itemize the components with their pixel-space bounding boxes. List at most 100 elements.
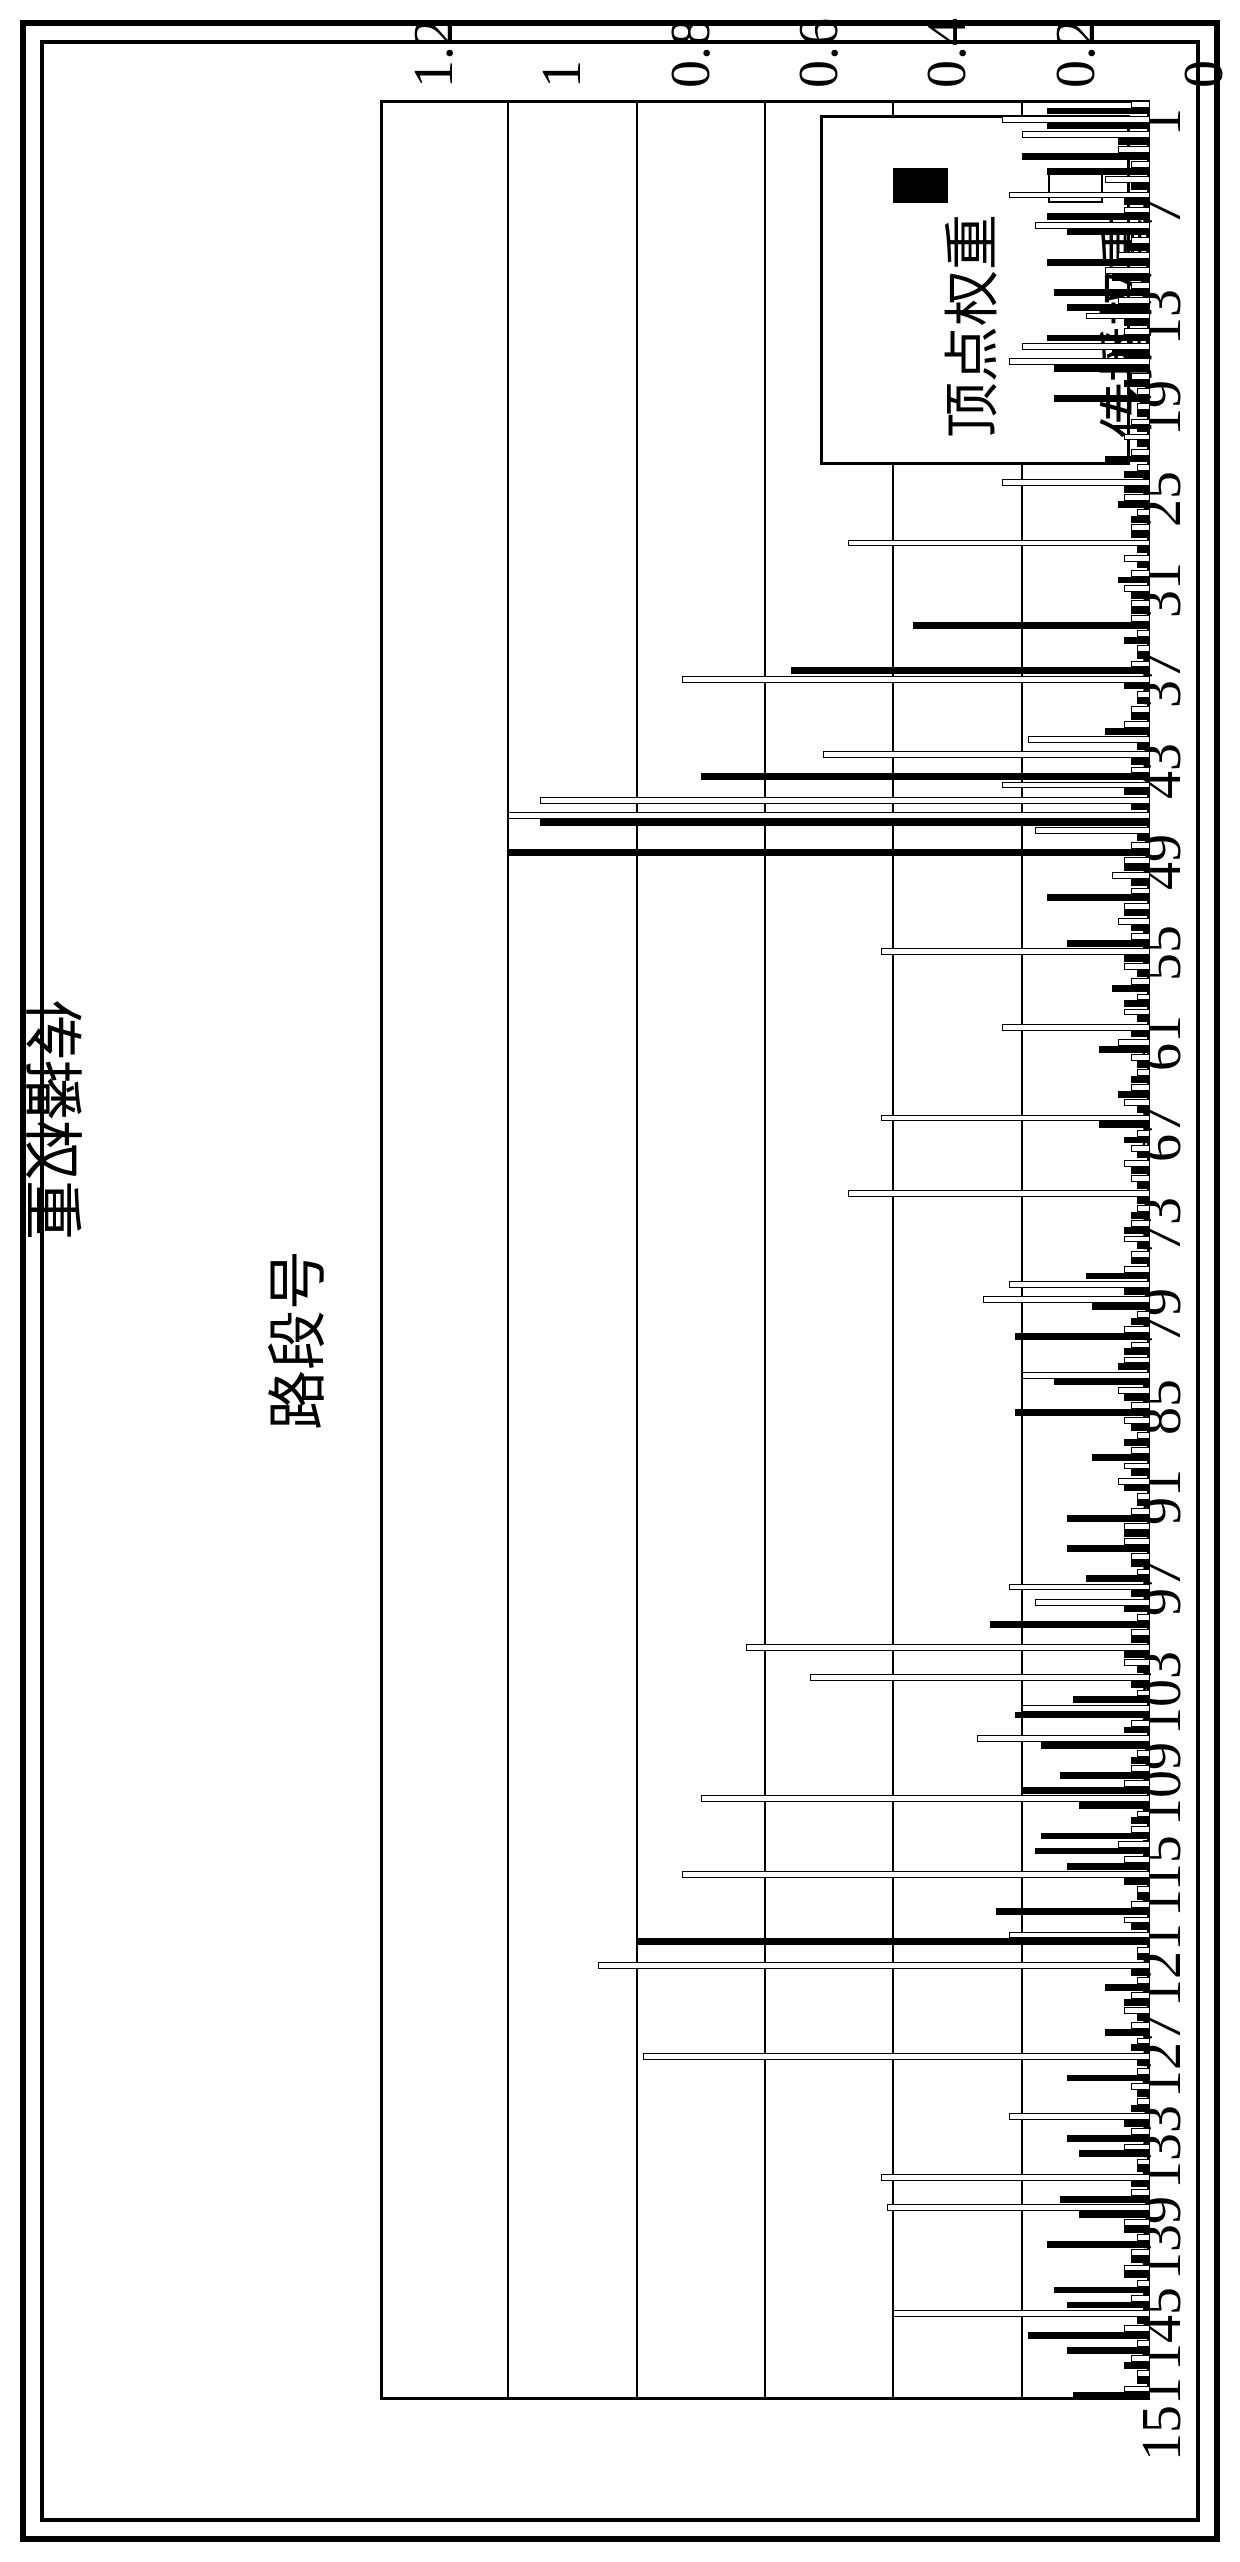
bar-propagation — [1137, 994, 1150, 1001]
bar-vertex — [1124, 683, 1150, 690]
bar-propagation — [1124, 2007, 1150, 2014]
bar-vertex — [1124, 1999, 1150, 2006]
bar-propagation — [1131, 2295, 1150, 2302]
bar-vertex — [1124, 1348, 1150, 1355]
bar-propagation — [1137, 464, 1150, 471]
bar-vertex — [1131, 1923, 1150, 1930]
bar-vertex — [1099, 1121, 1150, 1128]
bar-vertex — [1124, 1288, 1150, 1295]
bar-propagation — [1131, 600, 1150, 607]
bar-propagation — [1137, 645, 1150, 652]
bar-vertex — [1067, 2075, 1150, 2082]
legend-swatch-vertex — [893, 168, 948, 203]
bar-vertex — [1137, 834, 1150, 841]
bar-propagation — [598, 1962, 1150, 1969]
bar-propagation — [977, 1735, 1150, 1742]
bar-vertex — [1028, 2332, 1150, 2339]
bar-vertex — [996, 1908, 1150, 1915]
bar-vertex — [1124, 1439, 1150, 1446]
bar-propagation — [1137, 630, 1150, 637]
bar-vertex — [1124, 910, 1150, 917]
bar-vertex — [1067, 2347, 1150, 2354]
bar-vertex — [1137, 1242, 1150, 1249]
bar-vertex — [1015, 1333, 1150, 1340]
bar-propagation — [1137, 1205, 1150, 1212]
bar-propagation — [1131, 570, 1150, 577]
bar-vertex — [1073, 1696, 1150, 1703]
bar-propagation — [1124, 555, 1150, 562]
bar-vertex — [1137, 562, 1150, 569]
bar-propagation — [1131, 373, 1150, 380]
bar-propagation — [1137, 2159, 1150, 2166]
bar-vertex — [1131, 2044, 1150, 2051]
bar-propagation — [1131, 1054, 1150, 1061]
bar-vertex — [1137, 652, 1150, 659]
bar-vertex — [1092, 1454, 1150, 1461]
bar-vertex — [1054, 289, 1150, 296]
bar-vertex — [1131, 1424, 1150, 1431]
bar-vertex — [1079, 1802, 1150, 1809]
bar-propagation — [1137, 2068, 1150, 2075]
bar-vertex — [1137, 2060, 1150, 2067]
y-tick-label: 1 — [530, 60, 594, 88]
bar-vertex — [1137, 743, 1150, 750]
bar-propagation — [1137, 2098, 1150, 2105]
bar-propagation — [1137, 1311, 1150, 1318]
bar-vertex — [1124, 1485, 1150, 1492]
bar-propagation — [1124, 1357, 1150, 1364]
bar-vertex — [1105, 456, 1150, 463]
y-tick-label: 0.6 — [787, 18, 851, 88]
bar-vertex — [1118, 501, 1150, 508]
bar-vertex — [1047, 894, 1150, 901]
bar-vertex — [1041, 1833, 1150, 1840]
bar-vertex — [1124, 788, 1150, 795]
bar-vertex — [1047, 213, 1150, 220]
bar-vertex — [1131, 758, 1150, 765]
bar-propagation — [1124, 585, 1150, 592]
bar-vertex — [1124, 864, 1150, 871]
bar-vertex — [1060, 2196, 1150, 2203]
bar-propagation — [1035, 1599, 1151, 1606]
bar-vertex — [1054, 365, 1150, 372]
bar-propagation — [1131, 2189, 1150, 2196]
bar-vertex — [1073, 2392, 1150, 2399]
bar-vertex — [1047, 123, 1150, 130]
bar-vertex — [1137, 425, 1150, 432]
bar-vertex — [1137, 410, 1150, 417]
bar-propagation — [701, 1795, 1150, 1802]
bar-propagation — [1124, 1099, 1150, 1106]
bar-propagation — [1131, 706, 1150, 713]
bar-propagation — [1022, 343, 1150, 350]
bar-propagation — [1137, 1432, 1150, 1439]
bar-vertex — [1131, 1757, 1150, 1764]
bar-propagation — [1105, 267, 1150, 274]
bar-vertex — [1137, 1015, 1150, 1022]
bar-vertex — [1131, 1212, 1150, 1219]
bar-propagation — [1137, 1811, 1150, 1818]
bar-vertex — [1022, 1787, 1150, 1794]
bar-propagation — [1002, 479, 1150, 486]
bar-propagation — [746, 1644, 1150, 1651]
bar-propagation — [1137, 1886, 1150, 1893]
bar-vertex — [1047, 2241, 1150, 2248]
bar-propagation — [1137, 1977, 1150, 1984]
bar-vertex — [1124, 486, 1150, 493]
bar-vertex — [1124, 1000, 1150, 1007]
bar-propagation — [1137, 1750, 1150, 1757]
bar-propagation — [1124, 328, 1150, 335]
bar-propagation — [1131, 1447, 1150, 1454]
bar-propagation — [1137, 2370, 1150, 2377]
bar-propagation — [1131, 2249, 1150, 2256]
bar-propagation — [1124, 1463, 1150, 1470]
bar-propagation — [1124, 2325, 1150, 2332]
bar-vertex — [1131, 1031, 1150, 1038]
bar-propagation — [1137, 509, 1150, 516]
bar-vertex — [1067, 229, 1150, 236]
bar-vertex — [1131, 2181, 1150, 2188]
bar-propagation — [1124, 494, 1150, 501]
bar-vertex — [1131, 1560, 1150, 1567]
bar-vertex — [1124, 198, 1150, 205]
bar-vertex — [1118, 1091, 1150, 1098]
bar-propagation — [1131, 767, 1150, 774]
bar-propagation — [1137, 2038, 1150, 2045]
